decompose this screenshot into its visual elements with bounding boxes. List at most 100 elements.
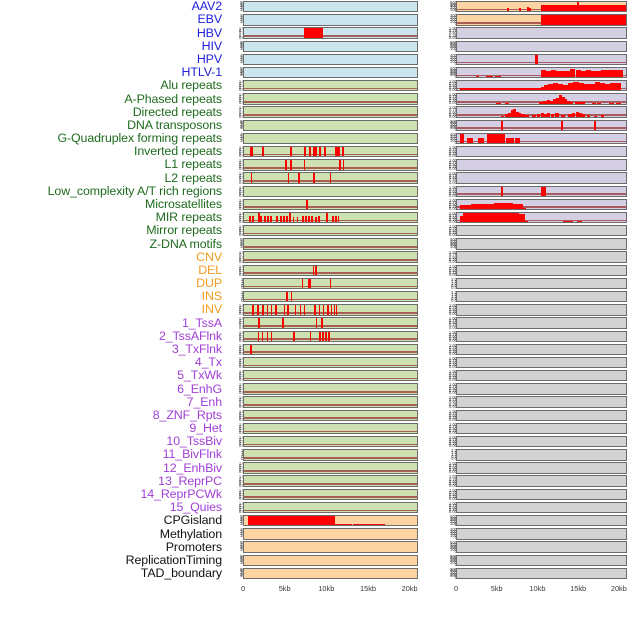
y-tick-label: 0 [455,74,457,79]
track-6-enhg[interactable] [456,383,627,395]
track-11-bivflnk[interactable] [456,449,627,461]
track-mir-repeats[interactable] [243,211,418,224]
track-l2-repeats[interactable] [243,172,418,184]
track-4-tx[interactable] [456,356,627,369]
track-del[interactable] [243,264,418,276]
track-cpgisland[interactable] [243,515,418,527]
track-hiv[interactable] [243,40,418,52]
track-microsatellites[interactable] [456,198,627,211]
row-label-3-txflnk: 3_TxFlnk [171,341,222,356]
track-1-tssa[interactable] [243,317,418,329]
track-7-enh[interactable] [243,396,418,408]
track-cnv[interactable] [456,251,627,263]
track-5-txwk[interactable] [456,370,627,382]
track-13-reprpc[interactable] [243,475,418,487]
track-ebv[interactable] [243,14,418,26]
track-tad-boundary[interactable] [456,567,627,580]
y-tick-label: 100 [450,6,457,12]
track-promoters[interactable] [456,541,627,553]
track-5-txwk[interactable] [243,370,418,382]
y-tick-label: 0.75 [448,476,457,482]
track-replicationtiming[interactable] [456,554,627,566]
track-10-tssbiv[interactable] [243,435,418,448]
track-inv[interactable] [456,304,627,316]
track-2-tssaflnk[interactable] [456,330,627,342]
track-alu-repeats[interactable] [456,80,627,92]
track-14-reprpcwk[interactable] [243,488,418,501]
track-htlv-1[interactable] [456,66,627,79]
track-cpgisland[interactable] [456,515,627,527]
track-z-dna-motifs[interactable] [243,238,418,250]
track-directed-repeats[interactable] [243,106,418,118]
track-inverted-repeats[interactable] [243,145,418,158]
track-ins[interactable] [243,290,418,303]
track-7-enh[interactable] [456,396,627,408]
track-13-reprpc[interactable] [456,475,627,487]
track-low-complexity-a-t-rich-regions[interactable] [456,185,627,197]
track-2-tssaflnk[interactable] [243,330,418,342]
track-hpv[interactable] [243,53,418,66]
track-15-quies[interactable] [243,501,418,514]
track-4-tx[interactable] [243,356,418,369]
track-inverted-repeats[interactable] [456,145,627,158]
track-microsatellites[interactable] [243,198,418,211]
track-dup[interactable] [243,277,418,290]
track-dup[interactable] [456,277,627,290]
track-promoters[interactable] [243,541,418,553]
track-9-het[interactable] [456,422,627,435]
track-aav2[interactable] [456,1,627,13]
track-l1-repeats[interactable] [456,159,627,171]
track-10-tssbiv[interactable] [456,435,627,448]
track-dna-transposons[interactable] [456,119,627,131]
track-8-znf-rpts[interactable] [456,409,627,421]
track-l2-repeats[interactable] [456,172,627,184]
track-methylation[interactable] [243,528,418,540]
track-htlv-1[interactable] [243,66,418,79]
track-3-txflnk[interactable] [456,343,627,356]
track-del[interactable] [456,264,627,276]
track-15-quies[interactable] [456,501,627,514]
track-mirror-repeats[interactable] [243,225,418,237]
track-a-phased-repeats[interactable] [456,93,627,105]
y-tick-label: 0.50 [448,504,457,510]
track-cnv[interactable] [243,251,418,263]
track-hpv[interactable] [456,53,627,66]
track-14-reprpcwk[interactable] [456,488,627,501]
track-tad-boundary[interactable] [243,567,418,580]
track-hiv[interactable] [456,40,627,52]
track-replicationtiming[interactable] [243,554,418,566]
track-12-enhbiv[interactable] [456,462,627,474]
track-alu-repeats[interactable] [243,80,418,92]
x-tick-label: 0 [453,584,459,594]
track-dna-transposons[interactable] [243,119,418,131]
track-g-quadruplex-forming-repeats[interactable] [243,132,418,145]
track-ins[interactable] [456,290,627,303]
track-aav2[interactable] [243,1,418,13]
track-z-dna-motifs[interactable] [456,238,627,250]
track-hbv[interactable] [243,27,418,39]
track-low-complexity-a-t-rich-regions[interactable] [243,185,418,197]
track-ebv[interactable] [456,14,627,26]
track-3-txflnk[interactable] [243,343,418,356]
track-mirror-repeats[interactable] [456,225,627,237]
y-tick-label: 0.75 [239,95,247,99]
track-9-het[interactable] [243,422,418,435]
track-l1-repeats[interactable] [243,159,418,171]
track-directed-repeats[interactable] [456,106,627,118]
track-12-enhbiv[interactable] [243,462,418,474]
track-6-enhg[interactable] [243,383,418,395]
y-tick-label: 300 [450,42,457,48]
track-1-tssa[interactable] [456,317,627,329]
track-g-quadruplex-forming-repeats[interactable] [456,132,627,145]
track-11-bivflnk[interactable] [243,449,418,461]
track-a-phased-repeats[interactable] [243,93,418,105]
track-mir-repeats[interactable] [456,211,627,224]
track-methylation[interactable] [456,528,627,540]
y-tick-group: 1.000.750.500.250.00 [226,303,248,316]
track-8-znf-rpts[interactable] [243,409,418,421]
track-signal-bar [547,83,553,91]
track-inv[interactable] [243,304,418,316]
track-hbv[interactable] [456,27,627,39]
row-label-ins: INS [201,289,222,304]
